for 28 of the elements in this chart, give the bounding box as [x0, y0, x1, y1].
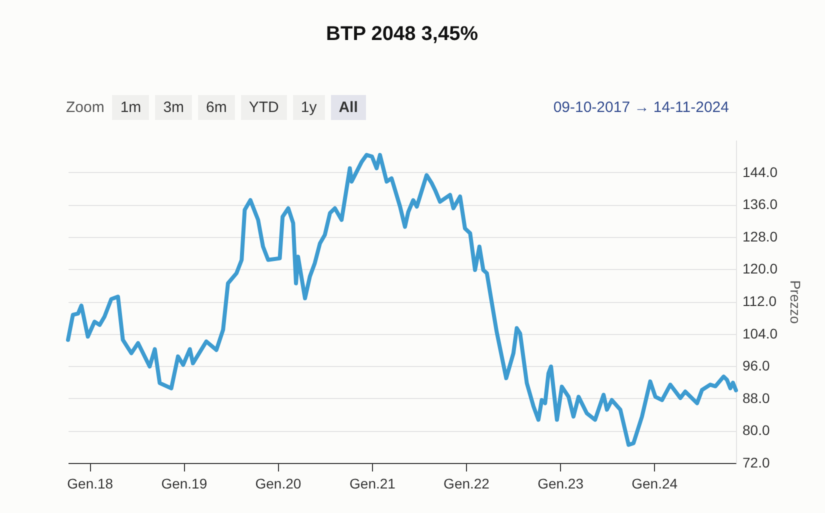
x-tick-label: Gen.18 — [67, 476, 114, 492]
y-tick-label: 120.0 — [742, 260, 778, 277]
text: 3m — [155, 95, 192, 120]
text: 09-10-2017 → 14-11-2024 — [553, 99, 729, 116]
y-tick-label: 72.0 — [742, 454, 770, 470]
x-tick-label: Gen.19 — [161, 476, 208, 492]
text: 1y — [292, 95, 325, 120]
y-tick-label: 96.0 — [742, 358, 770, 374]
text: YTD — [240, 95, 287, 120]
line-series — [66, 152, 738, 447]
x-tick-label: Gen.20 — [255, 476, 302, 492]
text: 1m — [112, 95, 150, 120]
y-tick-label: 80.0 — [742, 422, 770, 438]
text: All — [330, 95, 366, 120]
y-tick-label: 144.0 — [742, 164, 778, 180]
y-tick-label: 136.0 — [742, 196, 778, 212]
y-axis-title: Prezzo — [788, 280, 804, 324]
text: Zoom — [66, 99, 104, 116]
x-tick-label: Gen.21 — [350, 476, 396, 492]
x-tick-label: Gen.23 — [538, 476, 584, 492]
y-tick-label: 104.0 — [742, 325, 778, 342]
x-tick-label: Gen.24 — [632, 476, 678, 492]
x-tick-label: Gen.22 — [444, 476, 490, 492]
y-tick-label: 128.0 — [742, 228, 778, 244]
y-tick-label: 112.0 — [742, 293, 777, 309]
y-tick-label: 88.0 — [742, 390, 770, 406]
chart-title: BTP 2048 3,45% — [326, 23, 478, 45]
text: 6m — [198, 95, 235, 120]
